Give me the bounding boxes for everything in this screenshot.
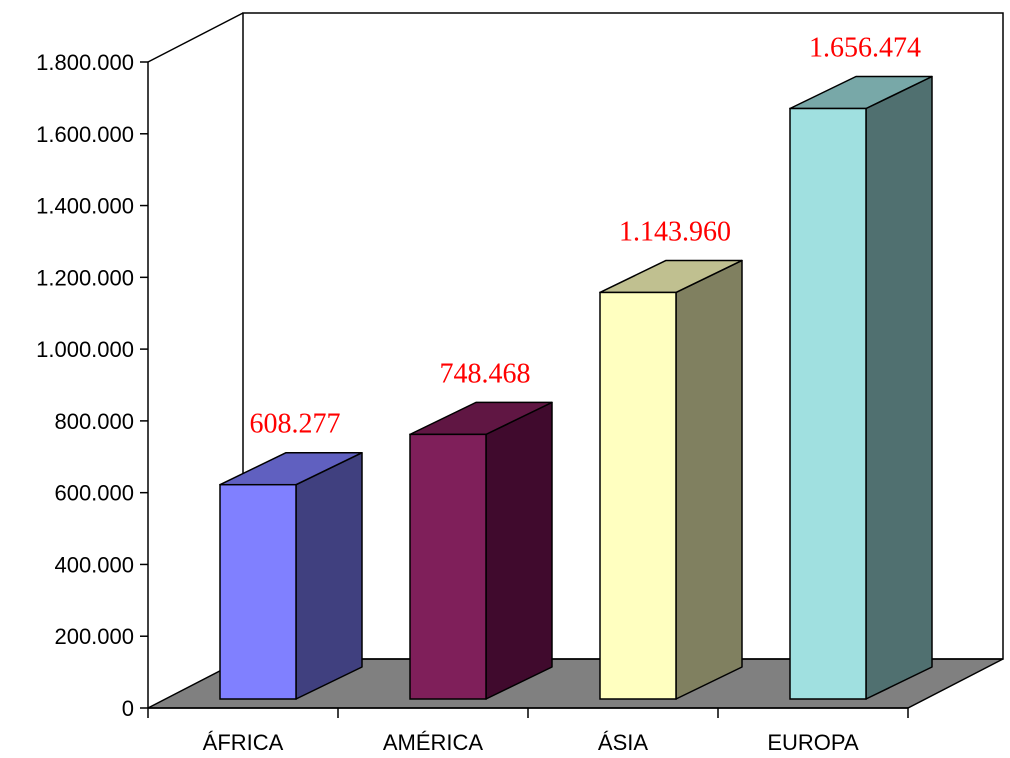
- bar-front: [219, 483, 297, 700]
- y-tick-label: 1.000.000: [36, 337, 134, 362]
- bar-front: [789, 107, 867, 700]
- x-category-label: AMÉRICA: [383, 730, 484, 755]
- bars: [219, 75, 933, 700]
- y-tick-label: 1.800.000: [36, 50, 134, 75]
- x-category-label: EUROPA: [767, 730, 859, 755]
- data-label: 748.468: [440, 358, 531, 389]
- x-axis: ÁFRICA AMÉRICA ÁSIA EUROPA: [147, 707, 909, 755]
- bar-side: [675, 259, 743, 700]
- data-label: 1.143.960: [619, 216, 731, 247]
- y-tick-label: 400.000: [54, 552, 134, 577]
- bar-ásia: [599, 259, 743, 700]
- bar-front: [409, 433, 487, 700]
- y-axis: 0 200.000 400.000 600.000 800.000 1.000.000 1.…: [36, 50, 149, 721]
- x-category-label: ÁSIA: [598, 730, 648, 755]
- data-labels: 608.277 748.468 1.143.960 1.656.474: [250, 33, 922, 440]
- x-category-label: ÁFRICA: [203, 730, 284, 755]
- y-tick-label: 600.000: [54, 481, 134, 506]
- bar-side: [295, 451, 363, 700]
- data-label: 608.277: [250, 409, 341, 440]
- bar-europa: [789, 75, 933, 700]
- bar-áfrica: [219, 451, 363, 700]
- y-tick-label: 800.000: [54, 409, 134, 434]
- y-tick-label: 1.400.000: [36, 194, 134, 219]
- bar-américa: [409, 401, 553, 700]
- y-tick-label: 1.200.000: [36, 265, 134, 290]
- left-wall-edge: [147, 12, 244, 63]
- bar-side: [485, 401, 553, 700]
- y-tick-label: 0: [122, 696, 134, 721]
- bar-side: [865, 75, 933, 700]
- y-tick-label: 1.600.000: [36, 122, 134, 147]
- y-tick-label: 200.000: [54, 624, 134, 649]
- bar-front: [599, 291, 677, 700]
- data-label: 1.656.474: [809, 33, 921, 64]
